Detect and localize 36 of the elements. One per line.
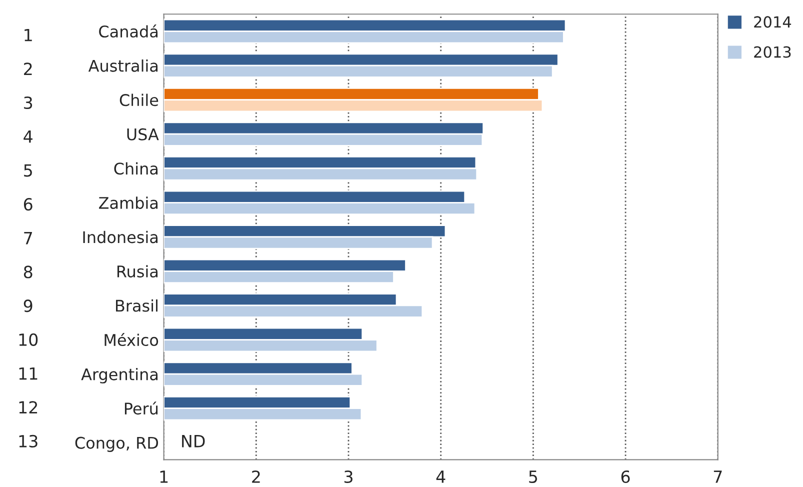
text: 3 [24,96,32,110]
text: 6 [24,198,32,211]
y-tick-label: Argentina [81,368,158,384]
y-tick-label: Indonesia [83,230,158,244]
text: 4 [24,130,32,143]
y-tick-label: Brasil [116,299,158,312]
legend-label: 2014 [754,16,792,28]
x-tick-label: 7 [714,470,722,483]
text: 1 [24,28,32,42]
text: 12 [19,401,38,414]
text: 11 [19,367,38,380]
y-tick-label: Zambia [99,196,158,209]
text: 7 [24,232,32,244]
text: 13 [19,434,38,448]
y-tick-label: Chile [120,94,158,106]
y-tick-label: China [114,162,158,175]
y-tick-label: México [104,333,158,346]
y-tick-label: Australia [88,59,158,72]
legend-label: 2013 [754,46,791,58]
annotation: ND [182,435,205,448]
x-tick-label: 3 [344,470,352,484]
x-tick-label: 5 [529,470,538,484]
y-tick-label: Congo, RD [75,436,158,452]
text: 9 [24,300,32,312]
text: 2 [24,62,32,75]
text: 5 [24,164,32,177]
x-tick-label: 6 [621,470,630,484]
y-tick-label: Canadá [99,24,158,38]
x-tick-label: 2 [252,470,260,483]
x-tick-label: 1 [160,470,168,483]
y-tick-label: USA [127,128,159,140]
x-tick-label: 4 [436,470,446,483]
text: 8 [24,266,32,278]
y-tick-label: Perú [124,402,158,415]
text: 10 [19,333,38,346]
y-tick-label: Rusia [117,265,158,278]
